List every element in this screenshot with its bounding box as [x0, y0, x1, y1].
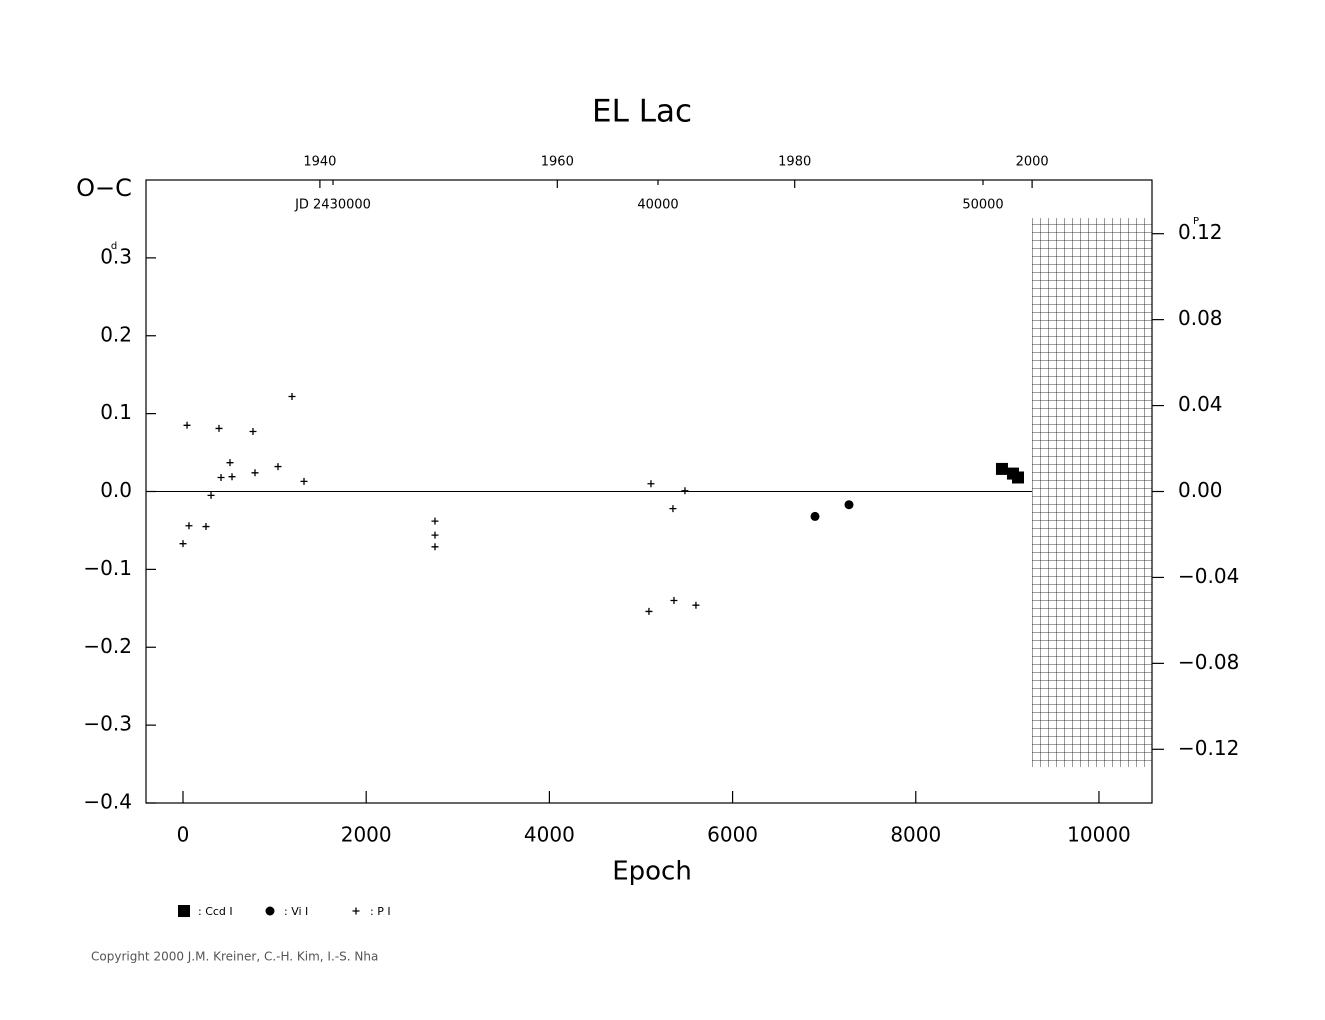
- x-tick-label: 4000: [524, 823, 575, 847]
- data-point: [431, 543, 439, 551]
- x-tick-label: 0: [177, 823, 190, 847]
- year-tick-label: 1960: [541, 155, 574, 170]
- y-unit: d: [111, 241, 117, 252]
- year-tick-label: 1980: [778, 155, 811, 170]
- y-tick-label: 0.2: [100, 322, 132, 346]
- y2-tick-label: −0.08: [1178, 650, 1239, 674]
- data-point: [647, 480, 655, 488]
- legend-label: : P I: [370, 905, 391, 918]
- data-point: [844, 500, 854, 510]
- y2-unit: P: [1193, 216, 1199, 227]
- data-point: [431, 531, 439, 539]
- data-point: [185, 522, 193, 530]
- data-point: [251, 469, 259, 477]
- data-point: [1011, 471, 1024, 484]
- data-point: [228, 473, 236, 481]
- y2-tick-label: 0.04: [1178, 392, 1223, 416]
- y2-tick-label: −0.04: [1178, 564, 1239, 588]
- legend-marker: [352, 907, 360, 915]
- data-point: [274, 463, 282, 471]
- y-tick-label: −0.3: [83, 712, 132, 736]
- y-tick-label: −0.1: [83, 556, 132, 580]
- y2-tick-label: −0.12: [1178, 736, 1239, 760]
- data-point: [669, 505, 677, 513]
- year-tick-label: 2000: [1016, 155, 1049, 170]
- data-point: [249, 428, 257, 436]
- y2-tick-label: 0.08: [1178, 306, 1223, 330]
- legend-label: : Ccd I: [198, 905, 233, 918]
- y-tick-label: −0.2: [83, 634, 132, 658]
- data-point: [692, 601, 700, 609]
- chart-title: EL Lac: [592, 94, 692, 130]
- jd-tick-label: 40000: [637, 198, 678, 213]
- y2-tick-label: 0.00: [1178, 478, 1223, 502]
- data-point: [215, 424, 223, 432]
- y-tick-label: −0.4: [83, 790, 132, 814]
- data-point: [670, 597, 678, 605]
- data-point: [300, 477, 308, 485]
- legend-label: : Vi I: [284, 905, 308, 918]
- data-point: [217, 473, 225, 481]
- data-point: [288, 392, 296, 400]
- data-point: [431, 517, 439, 525]
- data-point: [179, 540, 187, 548]
- legend-marker: [178, 905, 190, 917]
- y-tick-label: 0.3: [100, 244, 132, 268]
- data-point: [207, 491, 215, 499]
- y-tick-label: 0.1: [100, 400, 132, 424]
- x-tick-label: 10000: [1067, 823, 1131, 847]
- hatched-region: [1032, 218, 1152, 767]
- x-tick-label: 6000: [707, 823, 758, 847]
- y-axis-label: O−C: [76, 174, 132, 202]
- copyright: Copyright 2000 J.M. Kreiner, C.-H. Kim, …: [91, 950, 378, 964]
- data-point: [681, 487, 689, 495]
- y2-tick-label: 0.12: [1178, 220, 1223, 244]
- y-tick-label: 0.0: [100, 478, 132, 502]
- data-point: [183, 421, 191, 429]
- data-point: [202, 523, 210, 531]
- data-point: [995, 462, 1008, 475]
- x-axis-label: Epoch: [612, 857, 692, 887]
- data-point: [226, 459, 234, 467]
- data-point: [810, 511, 820, 521]
- x-tick-label: 2000: [341, 823, 392, 847]
- legend-marker: [265, 906, 275, 916]
- jd-tick-label: JD 2430000: [294, 198, 371, 213]
- x-tick-label: 8000: [890, 823, 941, 847]
- year-tick-label: 1940: [303, 155, 336, 170]
- data-point: [645, 607, 653, 615]
- jd-tick-label: 50000: [962, 198, 1003, 213]
